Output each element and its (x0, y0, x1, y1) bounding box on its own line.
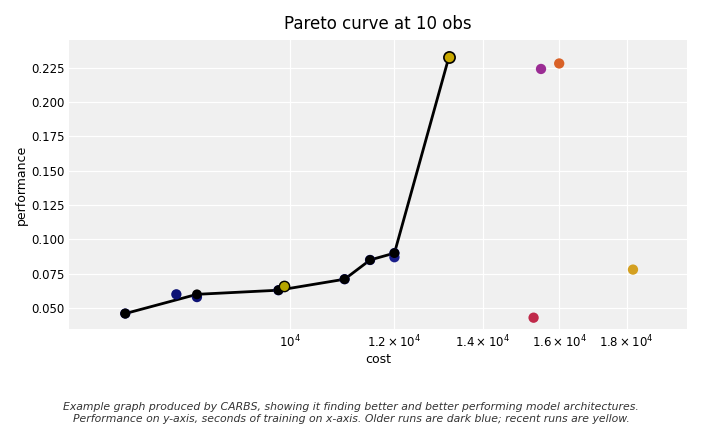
Point (444, 53, 455, 60)
Text: Example graph produced by CARBS, showing it finding better and better performing: Example graph produced by CARBS, showing… (63, 402, 639, 424)
Point (528, 314, 539, 321)
Point (364, 256, 376, 263)
Point (444, 53, 455, 60)
Point (389, 250, 400, 256)
Point (192, 291, 203, 298)
Point (628, 266, 639, 273)
Point (171, 291, 182, 298)
Y-axis label: performance: performance (15, 144, 28, 225)
Point (273, 287, 284, 294)
Point (554, 60, 565, 67)
Point (389, 250, 400, 256)
Point (279, 282, 290, 289)
Point (192, 294, 203, 300)
Point (119, 310, 131, 317)
Point (273, 287, 284, 294)
Point (536, 65, 547, 72)
Point (119, 310, 131, 317)
Point (339, 276, 350, 282)
X-axis label: cost: cost (365, 353, 391, 366)
Point (279, 282, 290, 289)
Point (364, 256, 376, 263)
Point (339, 276, 350, 282)
Point (444, 53, 455, 60)
Title: Pareto curve at 10 obs: Pareto curve at 10 obs (284, 15, 472, 33)
Point (389, 254, 400, 261)
